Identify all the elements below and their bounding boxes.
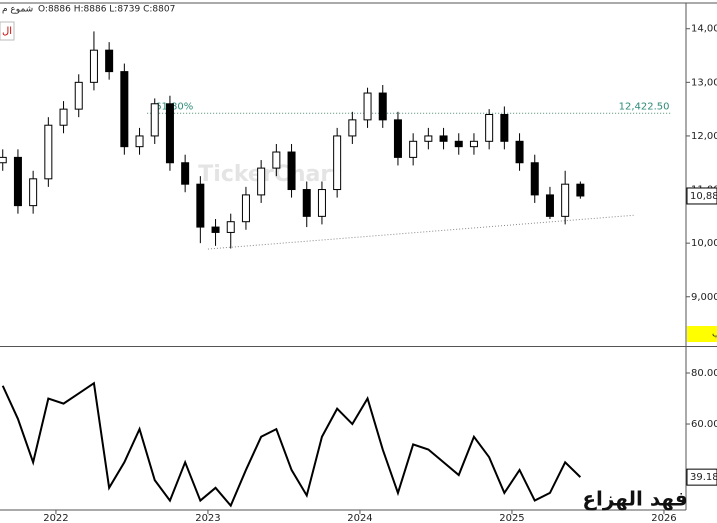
candle-body (576, 183, 585, 197)
candle-body (211, 226, 220, 233)
x-tick-label: 2026 (651, 513, 676, 523)
symbol-text: شموع م (2, 5, 33, 15)
y-tick-label: 13,000 (691, 77, 717, 88)
candle-body (317, 189, 326, 217)
y-tick-label: 12,000 (691, 131, 717, 142)
candle-body (500, 113, 509, 142)
candle-body (196, 183, 205, 228)
candle-body (150, 103, 159, 137)
candle-body (74, 81, 83, 110)
candle-body (424, 135, 433, 142)
candle-body (89, 49, 98, 83)
last-price-box (686, 187, 717, 205)
badge: ال (2, 26, 12, 37)
candle-body (393, 119, 402, 158)
candle-body (485, 113, 494, 142)
y-tick-label: 80.00 (691, 368, 717, 379)
watermark: TickerChart (198, 162, 342, 187)
candle-body (363, 92, 372, 121)
candle-body (515, 140, 524, 164)
candle-body (120, 71, 129, 148)
candle-body (333, 135, 342, 191)
candle-body (13, 156, 22, 207)
candle-body (59, 108, 68, 126)
candle-body (135, 135, 144, 148)
x-tick-label: 2025 (499, 513, 524, 523)
candle-body (561, 183, 570, 217)
signature: فهد الهزاع (582, 487, 687, 511)
candle-body (241, 194, 250, 223)
candle-body (44, 124, 53, 180)
y-tick-label: 60.00 (691, 419, 717, 430)
last-price-label: 10,88 (690, 191, 717, 202)
candle-body (409, 140, 418, 158)
oscillator-line (1, 381, 582, 508)
candle-body (272, 151, 281, 169)
candle-body (302, 189, 311, 217)
y-tick-label: 10,000 (691, 238, 717, 249)
candle-body (105, 49, 114, 73)
x-tick-label: 2022 (43, 513, 68, 523)
candle-body (530, 162, 539, 196)
side-label: ب (712, 330, 717, 340)
fib-value-label: 12,422.50 (619, 101, 670, 112)
ohlc-text: O:8886 H:8886 L:8739 C:8807 (38, 5, 175, 15)
candle-body (226, 221, 235, 233)
candle-body (378, 92, 387, 121)
trendline (207, 214, 634, 250)
y-tick-label: 14,000 (691, 24, 717, 35)
candle-body (545, 194, 554, 217)
candle-body (257, 167, 266, 196)
candle-body (0, 156, 7, 164)
candle-body (165, 103, 174, 164)
last-value-label: 39.18 (690, 472, 717, 483)
candle-body (29, 178, 38, 207)
candle-body (287, 151, 296, 191)
fib-label: 61.80% (155, 101, 193, 112)
candle-body (469, 140, 478, 148)
candle-body (439, 135, 448, 142)
last-value-box (686, 468, 717, 486)
candle-body (348, 119, 357, 137)
side-label-box (687, 326, 717, 342)
candle-body (181, 162, 190, 185)
candle-body (454, 140, 463, 148)
y-tick-label: 9,000 (691, 292, 717, 303)
badge-box (0, 21, 15, 41)
x-tick-label: 2024 (347, 513, 372, 523)
x-tick-label: 2023 (195, 513, 220, 523)
